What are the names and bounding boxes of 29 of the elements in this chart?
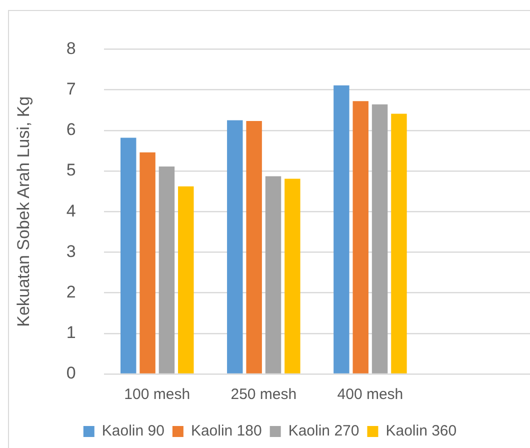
legend-label: Kaolin 180	[190, 422, 262, 440]
y-tick-label: 8	[66, 38, 76, 58]
y-tick-label: 1	[66, 323, 76, 342]
y-axis-title: Kekuatan Sobek Arah Lusi, Kg	[14, 96, 33, 327]
bar	[265, 176, 282, 374]
bar	[227, 120, 243, 374]
y-tick-label: 4	[66, 201, 76, 220]
y-tick-label: 3	[66, 242, 76, 261]
bar	[140, 152, 156, 374]
y-tick-label: 6	[66, 120, 76, 140]
bar	[246, 121, 262, 374]
x-tick-label: 400 mesh	[337, 386, 404, 404]
bar	[391, 114, 407, 374]
y-tick-label: 7	[66, 79, 76, 98]
bar	[158, 166, 175, 374]
x-tick-label: 250 mesh	[230, 386, 297, 404]
y-tick-label: 2	[66, 282, 76, 302]
bar	[334, 85, 350, 374]
y-tick-label: 0	[66, 364, 76, 383]
bar	[120, 138, 136, 374]
bar	[284, 178, 300, 374]
bar	[372, 104, 388, 374]
y-tick-label: 5	[66, 160, 76, 180]
legend-label: Kaolin 90	[102, 422, 164, 440]
legend-label: Kaolin 270	[288, 422, 360, 440]
legend-label: Kaolin 360	[386, 422, 457, 440]
bar	[178, 186, 194, 374]
bar	[352, 101, 368, 374]
x-tick-label: 100 mesh	[124, 386, 190, 404]
